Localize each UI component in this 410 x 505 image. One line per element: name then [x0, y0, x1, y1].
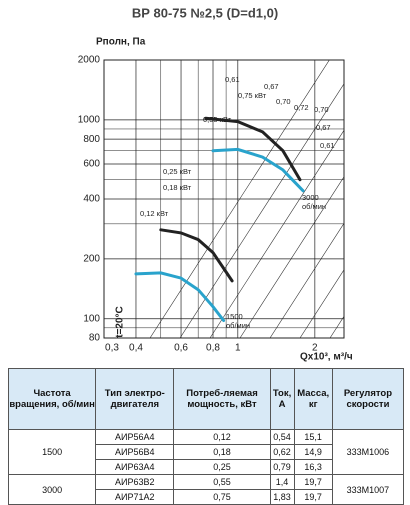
table-row: 3000 АИР63В2 0,55 1,4 19,7 333М1007: [7, 474, 405, 505]
y-tick-label: 2000: [78, 55, 101, 66]
table-cell: 14,9: [293, 444, 333, 460]
table-header: Частота вращения, об/мин: [7, 368, 97, 430]
y-tick-label: 1000: [78, 115, 101, 126]
table-cell: АИР56В4: [95, 444, 175, 460]
table-header: Масса, кг: [293, 368, 333, 430]
y-tick-label: 600: [83, 159, 100, 170]
system-line: [299, 269, 344, 338]
system-line: [329, 315, 344, 338]
fan-curve: [134, 271, 226, 322]
side-label: t=20°C: [115, 306, 126, 338]
system-line: [149, 60, 330, 338]
chart: ВР 80-75 №2,5 (D=d1,0) Pполн, Па Qx10³, …: [78, 5, 353, 363]
table-header: Тип электро-двигателя: [95, 368, 175, 430]
plot-frame: [103, 59, 345, 339]
annotation: 0,72: [294, 103, 309, 112]
table-cell: АИР71А2: [95, 489, 175, 505]
annotation: 0,67: [264, 82, 279, 91]
fan-curve: [211, 147, 305, 193]
x-tick-label: 2: [312, 343, 318, 354]
table-cell: 0,54: [269, 429, 295, 445]
system-lines: [149, 60, 344, 338]
annotation: 3000 об/мин: [302, 193, 326, 211]
annotation: 0,18 кВт: [163, 183, 192, 192]
regulator-cell: 333М1006: [331, 429, 405, 475]
system-line: [179, 83, 344, 338]
x-tick-label: 0,3: [105, 343, 119, 354]
annotation: 0,67: [316, 123, 331, 132]
y-tick-label: 800: [83, 134, 100, 145]
table-header: Потреб-ляемая мощность, кВт: [173, 368, 271, 430]
x-axis-label: Qx10³, м³/ч: [300, 352, 353, 363]
table-header: Ток, А: [269, 368, 295, 430]
table-cell: 0,18: [173, 444, 271, 460]
x-tick-label: 1: [235, 343, 241, 354]
annotation: 0,70: [314, 105, 329, 114]
system-line: [239, 176, 344, 338]
table-cell: 1,83: [269, 489, 295, 505]
annotation: 0,70: [276, 97, 291, 106]
annotation: 0,55 кВт: [203, 115, 232, 124]
table-cell: 0,79: [269, 459, 295, 475]
annotation: 0,61: [225, 75, 240, 84]
annotation: 0,25 кВт: [163, 167, 192, 176]
table-cell: АИР56А4: [95, 429, 175, 445]
y-tick-label: 400: [83, 194, 100, 205]
table-row: 1500 АИР56А4 0,12 0,54 15,1 333М1006: [7, 429, 405, 475]
table-cell: 16,3: [293, 459, 333, 475]
system-line: [269, 222, 344, 338]
table-cell: 0,55: [173, 474, 271, 490]
table-cell: 0,62: [269, 444, 295, 460]
table-cell: 19,7: [293, 474, 333, 490]
annotation: 0,75 кВт: [238, 91, 267, 100]
table-cell: 19,7: [293, 489, 333, 505]
fan-curve: [159, 228, 234, 283]
table-row: АИР56В4 0,18 0,62 14,9: [9, 444, 404, 460]
x-tick-label: 0,4: [129, 343, 143, 354]
spec-table: Частота вращения, об/мин Тип электро-двиг…: [7, 368, 405, 505]
y-tick-label: 100: [83, 313, 100, 324]
regulator-cell: 333М1007: [331, 474, 405, 505]
table-cell: 1,4: [269, 474, 295, 490]
y-tick-label: 80: [89, 333, 101, 344]
y-axis-label: Pполн, Па: [96, 37, 146, 48]
table-cell: АИР63А4: [95, 459, 175, 475]
table-cell: АИР63В2: [95, 474, 175, 490]
system-line: [209, 129, 344, 338]
chart-title: ВР 80-75 №2,5 (D=d1,0): [132, 5, 278, 20]
annotation: 0,61: [320, 141, 335, 150]
annotation: 1500 об/мин: [226, 312, 250, 330]
speed-cell: 3000: [7, 474, 97, 505]
table-cell: 0,12: [173, 429, 271, 445]
table-row: АИР63А4 0,25 0,79 16,3: [9, 459, 404, 475]
table-cell: 0,75: [173, 489, 271, 505]
table-cell: 0,25: [173, 459, 271, 475]
fan-curve: [204, 116, 302, 182]
annotation: 0,12 кВт: [140, 209, 169, 218]
speed-cell: 1500: [7, 429, 97, 475]
x-tick-label: 0,6: [174, 343, 188, 354]
table-header: Регулятор скорости: [331, 368, 405, 430]
y-tick-label: 200: [83, 254, 100, 265]
table-cell: 15,1: [293, 429, 333, 445]
x-tick-label: 0,8: [206, 343, 220, 354]
